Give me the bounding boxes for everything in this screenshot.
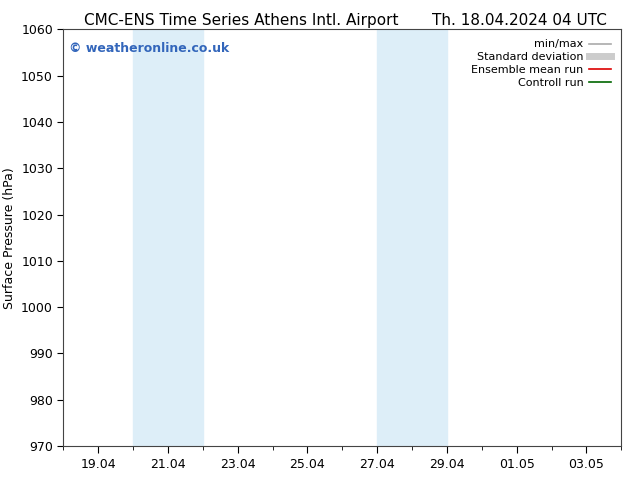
Bar: [377, 29, 447, 446]
Legend: min/max, Standard deviation, Ensemble mean run, Controll run: min/max, Standard deviation, Ensemble me…: [467, 35, 616, 92]
Text: © weatheronline.co.uk: © weatheronline.co.uk: [69, 42, 230, 55]
Text: CMC-ENS Time Series Athens Intl. Airport: CMC-ENS Time Series Athens Intl. Airport: [84, 13, 398, 28]
Bar: [133, 29, 203, 446]
Y-axis label: Surface Pressure (hPa): Surface Pressure (hPa): [3, 167, 16, 309]
Text: Th. 18.04.2024 04 UTC: Th. 18.04.2024 04 UTC: [432, 13, 607, 28]
